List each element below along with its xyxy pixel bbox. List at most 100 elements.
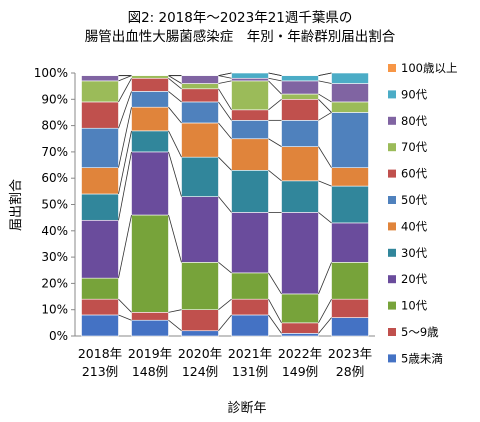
series-connector-line	[118, 107, 132, 168]
x-category-year: 2022年	[278, 346, 322, 361]
x-category-year: 2018年	[78, 346, 122, 361]
bar-segment	[81, 167, 119, 195]
series-connector-line	[118, 130, 132, 195]
series-connector-line	[218, 75, 232, 79]
bar-segment	[81, 75, 119, 82]
bar-segment	[331, 317, 369, 337]
bar-segment	[281, 322, 319, 334]
x-category-count: 124例	[182, 364, 218, 379]
legend-label: 20代	[401, 272, 428, 286]
y-axis-title: 届出割合	[8, 179, 24, 231]
bar-segment	[331, 185, 369, 224]
bar-segment	[131, 130, 169, 153]
series-connector-line	[168, 319, 182, 332]
bar-segment	[231, 72, 269, 79]
y-tick-label: 60%	[41, 171, 68, 185]
bar-segment	[131, 214, 169, 313]
legend-label: 5～9歳	[401, 325, 439, 339]
bar-segment	[181, 330, 219, 337]
series-connector-line	[168, 151, 182, 197]
bar-segment	[81, 314, 119, 337]
series-connector-line	[168, 75, 182, 84]
bar-segment	[131, 151, 169, 216]
series-connector-line	[118, 298, 132, 313]
legend-swatch	[388, 90, 396, 99]
legend-swatch	[388, 64, 396, 72]
bar-segment	[231, 272, 269, 300]
y-tick-label: 90%	[41, 92, 68, 106]
bar-segment	[181, 196, 219, 263]
bar-segment	[81, 219, 119, 279]
y-tick-label: 80%	[41, 119, 68, 133]
bar-segment	[181, 83, 219, 90]
series-connector-line	[268, 80, 282, 95]
bar-segment	[81, 193, 119, 221]
legend-label: 70代	[401, 140, 428, 154]
bar-segment	[231, 80, 269, 111]
bar-segment	[81, 298, 119, 316]
bar-segment	[281, 212, 319, 295]
bar-segment	[131, 77, 169, 92]
series-connector-line	[218, 298, 232, 311]
series-connector-line	[268, 272, 282, 295]
series-connector-line	[168, 106, 182, 124]
series-connector-line	[318, 99, 332, 113]
series-connector-line	[268, 72, 282, 77]
bar-segment	[281, 146, 319, 182]
bar-segment	[231, 170, 269, 213]
bar-segment	[231, 77, 269, 82]
bar-segment	[281, 99, 319, 121]
legend-swatch	[388, 248, 396, 257]
series-connector-line	[318, 112, 332, 121]
bar-segment	[181, 156, 219, 197]
series-connector-line	[318, 80, 332, 84]
bar-segment	[131, 312, 169, 321]
series-connector-line	[318, 146, 332, 168]
bar-segment	[181, 122, 219, 158]
bar-segment	[181, 101, 219, 124]
bar-segment	[231, 120, 269, 140]
y-tick-label: 10%	[41, 303, 68, 317]
bar-segment	[281, 93, 319, 100]
y-tick-label: 40%	[41, 224, 68, 238]
series-connector-line	[118, 214, 132, 279]
legend-label: 5歳未満	[401, 351, 443, 365]
series-connector-line	[268, 98, 282, 111]
bar-segment	[131, 106, 169, 132]
bar-segment	[81, 80, 119, 103]
series-connector-line	[168, 77, 182, 90]
series-connector-line	[318, 72, 332, 77]
x-axis-title: 診断年	[227, 400, 266, 416]
chart-title-line1: 図2: 2018年～2023年21週千葉県の	[127, 10, 353, 26]
x-category-count: 148例	[132, 364, 168, 379]
series-connector-line	[318, 262, 332, 295]
legend-label: 80代	[401, 114, 428, 128]
series-connector-line	[318, 180, 332, 187]
bar-segment	[181, 262, 219, 310]
bar-segment	[231, 314, 269, 337]
series-connector-line	[218, 314, 232, 331]
bar-segment	[131, 319, 169, 337]
legend-label: 40代	[401, 219, 428, 233]
bar-segment	[281, 75, 319, 82]
legend-label: 50代	[401, 193, 428, 207]
series-connector-line	[118, 91, 132, 129]
legend-swatch	[388, 301, 396, 310]
legend-swatch	[388, 328, 396, 336]
bar-segment	[231, 212, 269, 274]
bar-segment	[81, 277, 119, 300]
series-connector-line	[318, 317, 332, 334]
series-connector-line	[118, 78, 132, 103]
bar-segment	[281, 80, 319, 95]
bar-segment	[281, 293, 319, 324]
x-category-count: 149例	[282, 364, 318, 379]
x-category-count: 131例	[232, 364, 268, 379]
series-connector-line	[218, 88, 232, 111]
series-connector-line	[218, 72, 232, 77]
bar-segment	[131, 75, 169, 79]
bar-segment	[181, 88, 219, 103]
x-category-count: 213例	[82, 364, 118, 379]
bar-segment	[81, 101, 119, 129]
legend-swatch	[388, 116, 396, 125]
